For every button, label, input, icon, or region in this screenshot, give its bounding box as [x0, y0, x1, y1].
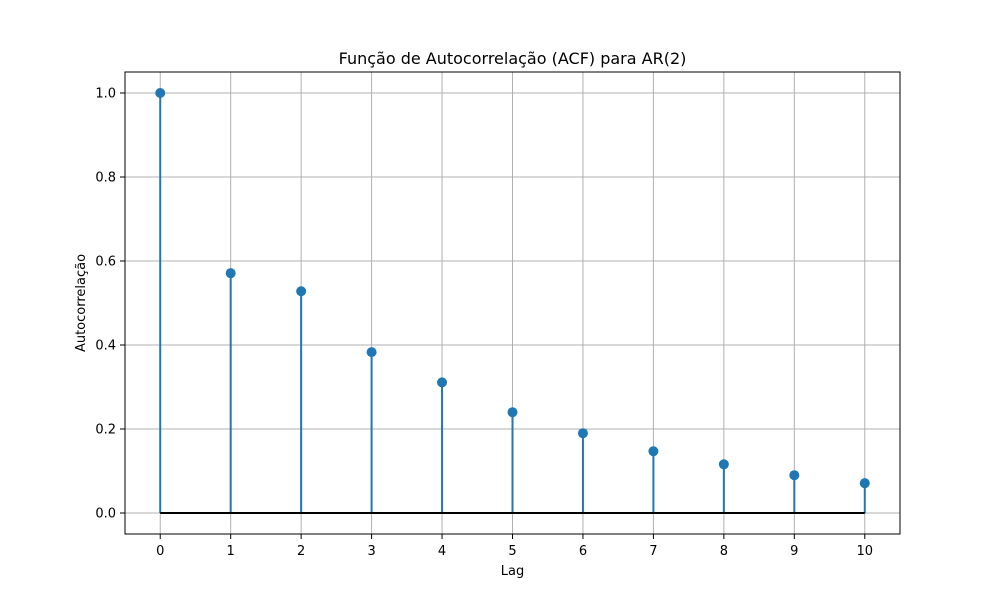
x-tick-label: 6 [579, 544, 587, 559]
stem-series [159, 93, 866, 513]
x-axis-ticks: 0 1 2 3 4 5 6 7 8 9 10 [156, 534, 873, 559]
x-tick-label: 8 [720, 544, 728, 559]
x-tick-label: 4 [438, 544, 446, 559]
y-axis-ticks: 0.0 0.2 0.4 0.6 0.8 1.0 [95, 87, 125, 522]
stem-marker [577, 428, 588, 439]
stem-marker [437, 377, 448, 388]
x-tick-label: 7 [649, 544, 657, 559]
stem-marker [225, 268, 236, 279]
stem-marker [859, 478, 870, 489]
y-tick-label: 1.0 [95, 87, 116, 102]
x-tick-label: 2 [297, 544, 305, 559]
stem-marker [789, 470, 800, 481]
stem-marker [296, 286, 307, 297]
stem-marker [648, 446, 659, 457]
stem-marker [155, 88, 166, 98]
stem-marker [507, 407, 518, 418]
y-tick-label: 0.8 [95, 171, 116, 186]
y-tick-label: 0.0 [95, 507, 116, 522]
x-tick-label: 5 [508, 544, 516, 559]
x-tick-label: 1 [227, 544, 235, 559]
stem-markers [155, 88, 870, 489]
x-tick-label: 10 [856, 544, 873, 559]
x-tick-label: 9 [790, 544, 798, 559]
stem-marker [366, 347, 377, 358]
x-tick-label: 3 [367, 544, 375, 559]
chart-title: Função de Autocorrelação (ACF) para AR(2… [339, 49, 687, 68]
y-tick-label: 0.6 [95, 255, 116, 270]
y-tick-label: 0.4 [95, 339, 116, 354]
y-tick-label: 0.2 [95, 423, 116, 438]
stem-marker [718, 459, 729, 470]
x-tick-label: 0 [156, 544, 164, 559]
y-axis-title: Autocorrelação [74, 254, 89, 352]
x-axis-title: Lag [501, 564, 524, 579]
